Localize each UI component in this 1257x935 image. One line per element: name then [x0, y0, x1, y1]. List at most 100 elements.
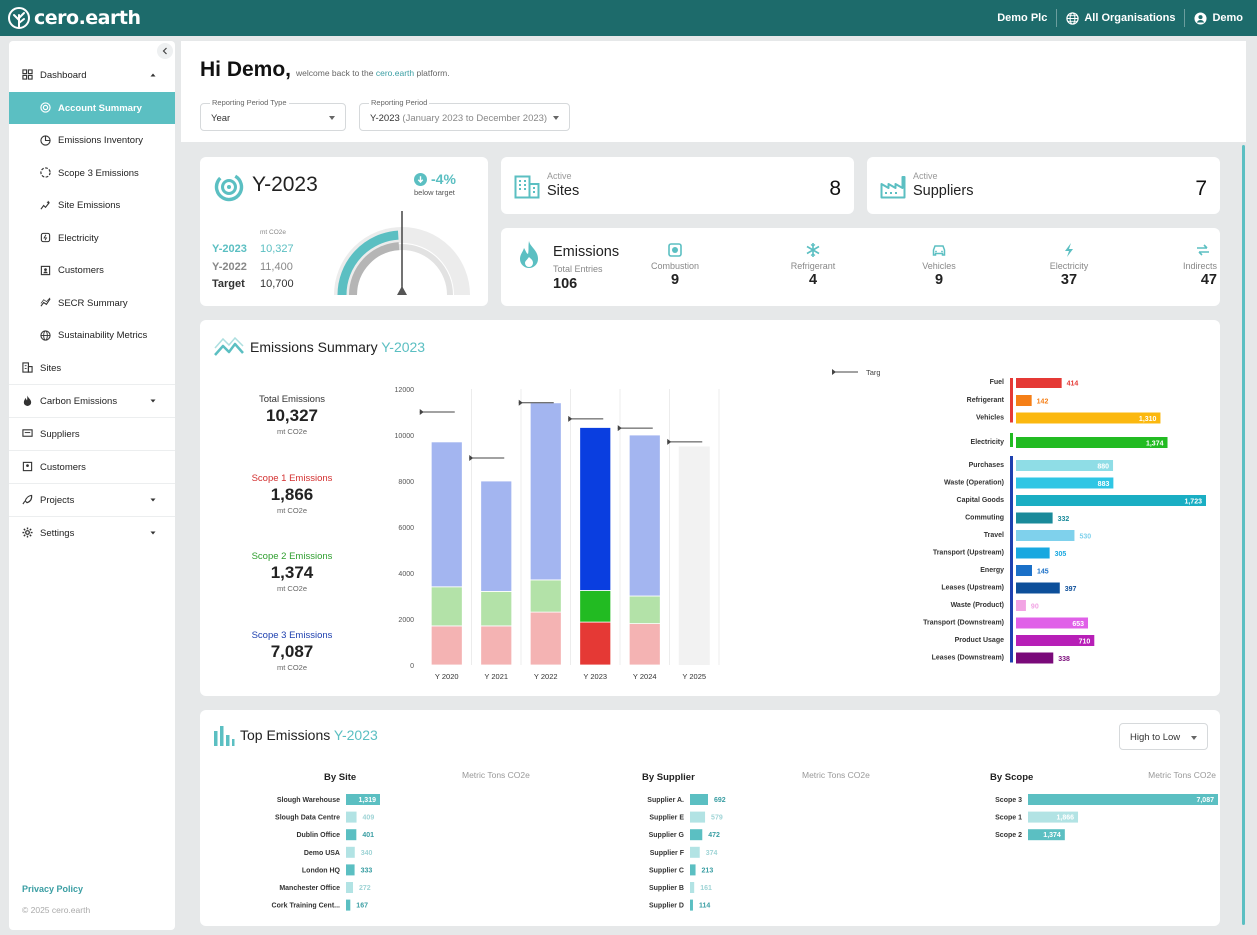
- dropdown-arrow-icon: [329, 116, 335, 120]
- top-chart-category-label: Scope 1: [995, 815, 1022, 822]
- plug-icon: [40, 232, 51, 243]
- scope-group-bar: [1010, 456, 1013, 663]
- user-menu[interactable]: Demo: [1194, 11, 1243, 25]
- yearcard-row-label: Y-2022: [212, 260, 247, 273]
- category-label: Refrigerant: [967, 397, 1005, 404]
- top-chart-value-label: 401: [362, 832, 374, 839]
- emissions-category-indirects[interactable]: Indirects 47: [1115, 240, 1219, 302]
- category-bar: [1016, 600, 1026, 611]
- copyright: © 2025 cero.earth: [22, 905, 91, 915]
- sort-value: High to Low: [1130, 732, 1181, 743]
- user-circle-icon: [1194, 11, 1207, 25]
- category-bar: [1016, 530, 1075, 541]
- category-bar: [1016, 652, 1054, 664]
- top-chart-bar: [346, 794, 380, 805]
- emissions-category-refrigerant[interactable]: Refrigerant 4: [753, 240, 873, 302]
- top-chart-bar: [690, 882, 695, 893]
- emissions-subtitle: Total Entries: [553, 264, 603, 274]
- reporting-period-value: Y-2023 (January 2023 to December 2023): [370, 113, 548, 124]
- category-bar: [1016, 378, 1062, 388]
- y-tick-label: 0: [410, 663, 414, 670]
- active-suppliers-card[interactable]: Active Suppliers 7: [867, 157, 1220, 214]
- top-chart-bar: [346, 811, 357, 823]
- bar-segment: [579, 590, 612, 623]
- reporting-period-type-value: Year: [211, 113, 231, 124]
- sidebar-divider: [9, 450, 175, 451]
- category-label: Energy: [980, 567, 1004, 574]
- reporting-period-type-select[interactable]: Reporting Period Type Year: [200, 98, 346, 131]
- privacy-policy-link[interactable]: Privacy Policy: [22, 884, 84, 894]
- bar-segment: [579, 621, 612, 666]
- category-label: Electricity: [971, 439, 1005, 446]
- reporting-period-select[interactable]: Reporting Period Y-2023 (January 2023 to…: [359, 98, 570, 131]
- reporting-period-range: (January 2023 to December 2023): [402, 113, 548, 124]
- category-label: Purchases: [969, 462, 1005, 469]
- summary-total-value: 10,327: [266, 406, 318, 425]
- top-chart-bar: [346, 846, 355, 858]
- category-label: Leases (Upstream): [941, 585, 1004, 592]
- x-tick-label: Y 2022: [534, 672, 558, 681]
- org-selector[interactable]: Demo Plc: [997, 12, 1047, 24]
- category-label: Vehicles: [976, 415, 1004, 422]
- sidebar-item-sites[interactable]: Sites: [9, 352, 175, 384]
- sort-select[interactable]: High to Low: [1119, 723, 1208, 750]
- x-tick-label: Y 2025: [682, 672, 706, 681]
- summary-total-label: Scope 3 Emissions: [251, 629, 333, 641]
- year-title: Y-2023: [252, 173, 318, 196]
- brand-logo[interactable]: cero.earth: [8, 6, 141, 30]
- sidebar-item-electricity-label: Electricity: [58, 232, 99, 244]
- category-bar: [1016, 437, 1168, 448]
- category-bar: [1016, 565, 1032, 576]
- welcome-link[interactable]: cero.earth: [375, 68, 415, 78]
- category-label: Leases (Downstream): [932, 655, 1004, 662]
- emissions-category-vehicles[interactable]: Vehicles 9: [879, 240, 999, 302]
- category-value-label: 710: [1079, 639, 1091, 646]
- sidebar-item-account-summary[interactable]: Account Summary: [9, 92, 175, 124]
- all-organisations-button[interactable]: All Organisations: [1066, 11, 1175, 25]
- page-scrollbar[interactable]: [1242, 145, 1245, 925]
- summary-total-unit: mt CO2e: [276, 427, 307, 436]
- emissions-trend-icon: [214, 337, 244, 356]
- sidebar-item-electricity[interactable]: Electricity: [9, 222, 175, 254]
- sidebar-item-suppliers[interactable]: Suppliers: [9, 418, 175, 450]
- top-chart-category-label: Supplier G: [649, 832, 685, 839]
- summary-total-value: 1,866: [270, 484, 314, 504]
- sidebar-item-customers[interactable]: Customers: [9, 255, 175, 287]
- sidebar-item-dashboard[interactable]: Dashboard: [9, 59, 175, 91]
- brand-name: cero.earth: [34, 7, 141, 29]
- sidebar-item-customers[interactable]: Customers: [9, 451, 175, 483]
- sidebar-item-settings[interactable]: Settings: [9, 517, 175, 549]
- sidebar-item-carbon-emissions[interactable]: Carbon Emissions: [9, 385, 175, 417]
- category-value-label: 145: [1037, 569, 1049, 576]
- sidebar-item-sustainability-metrics[interactable]: Sustainability Metrics: [9, 320, 175, 352]
- pie-icon: [40, 134, 51, 146]
- sidebar-item-site-emissions[interactable]: Site Emissions: [9, 190, 175, 222]
- sidebar-item-scope-3-emissions[interactable]: Scope 3 Emissions: [9, 157, 175, 189]
- emissions-category-combustion[interactable]: Combustion 9: [615, 240, 735, 302]
- top-chart-value-label: 579: [711, 815, 723, 822]
- top-chart-title: By Site: [324, 772, 356, 783]
- category-bar: [1016, 547, 1050, 559]
- category-bar: [1016, 395, 1032, 406]
- collapse-sidebar-button[interactable]: [157, 43, 173, 59]
- bar-segment: [579, 427, 612, 591]
- sidebar-item-emissions-inventory[interactable]: Emissions Inventory: [9, 125, 175, 157]
- dropdown-arrow-icon: [1191, 736, 1197, 740]
- emissions-category-label: Combustion: [650, 261, 700, 271]
- top-chart-category-label: Scope 2: [995, 832, 1022, 839]
- chevron-down-icon: [150, 399, 156, 403]
- sidebar-item-secr-summary[interactable]: SECR Summary: [9, 287, 175, 319]
- flame-icon: [520, 241, 538, 268]
- active-sites-card[interactable]: Active Sites 8: [501, 157, 854, 214]
- category-label: Transport (Downstream): [923, 620, 1004, 627]
- emissions-category-electricity[interactable]: Electricity 37: [1009, 240, 1129, 302]
- sidebar-item-projects[interactable]: Projects: [9, 484, 175, 516]
- welcome-text: welcome back to the cero.earth platform.: [296, 68, 450, 78]
- gauge-value-arc: [337, 230, 399, 296]
- top-chart-category-label: Supplier E: [649, 815, 684, 822]
- suppliers-count: 7: [1195, 177, 1207, 200]
- truck-icon: [22, 429, 33, 437]
- flame-icon: [23, 395, 32, 406]
- top-chart-bar: [690, 899, 693, 911]
- sidebar-item-scope-3-emissions-label: Scope 3 Emissions: [58, 167, 139, 179]
